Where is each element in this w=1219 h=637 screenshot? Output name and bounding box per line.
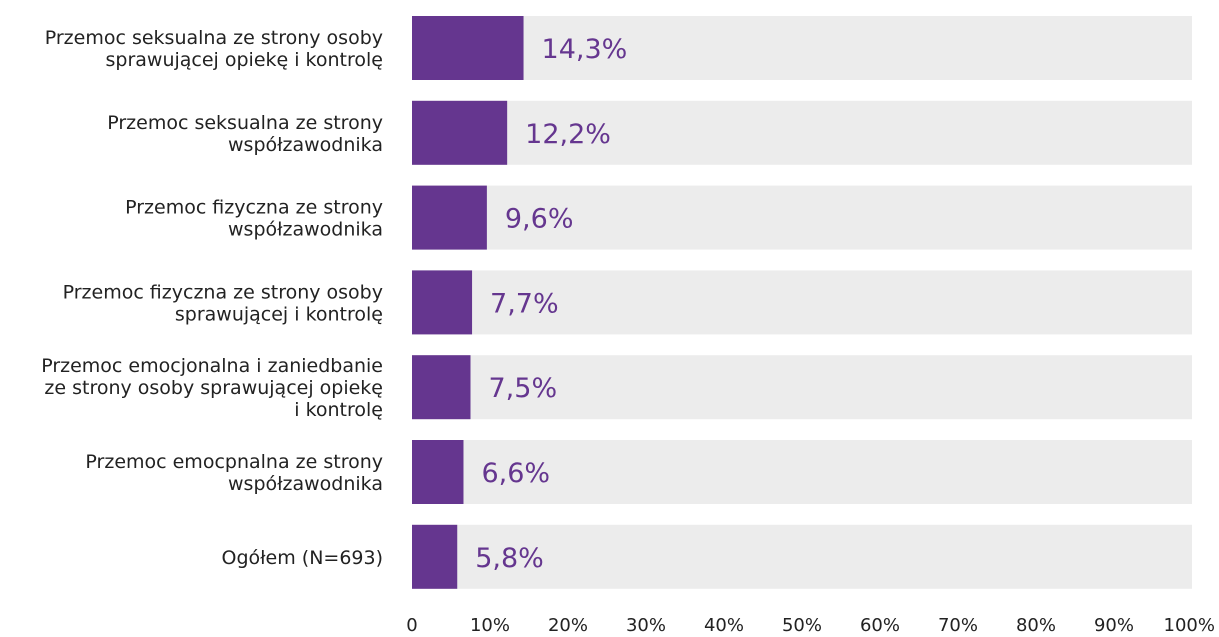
x-tick-label: 40% bbox=[704, 615, 744, 636]
bars bbox=[412, 16, 524, 589]
bar bbox=[412, 16, 524, 80]
category-label-line: współzawodnika bbox=[228, 473, 383, 495]
bar-track bbox=[412, 185, 1192, 250]
x-tick-label: 20% bbox=[548, 615, 588, 636]
x-axis-tick-labels: 0 10% 20% 30% 40% 50% 60% 70% 80% 90% 100% bbox=[406, 615, 1215, 636]
value-label: 7,5% bbox=[489, 373, 558, 404]
bar bbox=[412, 185, 487, 250]
category-label-line: Przemoc emocjonalna i zaniedbanie bbox=[41, 355, 383, 377]
value-labels: 14,3% 12,2% 9,6% 7,7% 7,5% 6,6% 5,8% bbox=[475, 34, 627, 574]
bar bbox=[412, 270, 473, 335]
category-label-line: Przemoc seksualna ze strony bbox=[107, 112, 383, 134]
value-label: 12,2% bbox=[525, 119, 611, 150]
category-label-line: współzawodnika bbox=[228, 219, 383, 241]
category-label: Ogółem (N=693) bbox=[222, 547, 384, 569]
value-label: 9,6% bbox=[505, 204, 574, 235]
category-label: Przemoc fizyczna ze strony osoby sprawują… bbox=[63, 281, 383, 325]
value-label: 5,8% bbox=[475, 543, 544, 574]
bar-track bbox=[412, 440, 1192, 504]
category-labels: Przemoc seksualna ze strony osoby sprawuj… bbox=[41, 27, 383, 569]
bar-track bbox=[412, 16, 1192, 80]
category-label-line: sprawującej i kontrolę bbox=[175, 303, 383, 325]
category-label-line: Przemoc emocpnalna ze strony bbox=[85, 451, 383, 473]
x-tick-label: 50% bbox=[782, 615, 822, 636]
bar-tracks bbox=[412, 16, 1192, 589]
x-tick-label: 100% bbox=[1164, 615, 1215, 636]
bar bbox=[412, 355, 471, 420]
category-label-line: współzawodnika bbox=[228, 134, 383, 156]
bar-track bbox=[412, 270, 1192, 335]
bar-track bbox=[412, 355, 1192, 420]
x-tick-label: 10% bbox=[470, 615, 510, 636]
bar-track bbox=[412, 524, 1192, 589]
x-tick-label: 30% bbox=[626, 615, 666, 636]
bar bbox=[412, 524, 458, 589]
category-label-line: Przemoc fizyczna ze strony osoby bbox=[63, 281, 383, 303]
category-label: Przemoc emocjonalna i zaniedbanie ze stro… bbox=[41, 355, 383, 421]
bar bbox=[412, 440, 464, 504]
x-tick-label: 60% bbox=[860, 615, 900, 636]
category-label: Przemoc emocpnalna ze strony współzawodni… bbox=[85, 451, 383, 495]
bar bbox=[412, 100, 508, 165]
category-label: Przemoc seksualna ze strony współzawodnik… bbox=[107, 112, 383, 156]
value-label: 7,7% bbox=[490, 288, 559, 319]
x-tick-label: 70% bbox=[938, 615, 978, 636]
category-label-line: sprawującej opiekę i kontrolę bbox=[105, 49, 383, 71]
category-label: Przemoc seksualna ze strony osoby sprawuj… bbox=[45, 27, 383, 71]
x-tick-label: 0 bbox=[406, 615, 417, 636]
category-label: Przemoc fizyczna ze strony współzawodnika bbox=[125, 197, 383, 241]
category-label-line: i kontrolę bbox=[294, 399, 383, 421]
value-label: 6,6% bbox=[481, 458, 550, 489]
category-label-line: ze strony osoby sprawującej opiekę bbox=[44, 377, 383, 399]
category-label-line: Przemoc seksualna ze strony osoby bbox=[45, 27, 383, 49]
category-label-line: Ogółem (N=693) bbox=[222, 547, 384, 569]
x-tick-label: 80% bbox=[1016, 615, 1056, 636]
category-label-line: Przemoc fizyczna ze strony bbox=[125, 197, 383, 219]
value-label: 14,3% bbox=[542, 34, 628, 65]
x-tick-label: 90% bbox=[1094, 615, 1134, 636]
bar-track bbox=[412, 100, 1192, 165]
